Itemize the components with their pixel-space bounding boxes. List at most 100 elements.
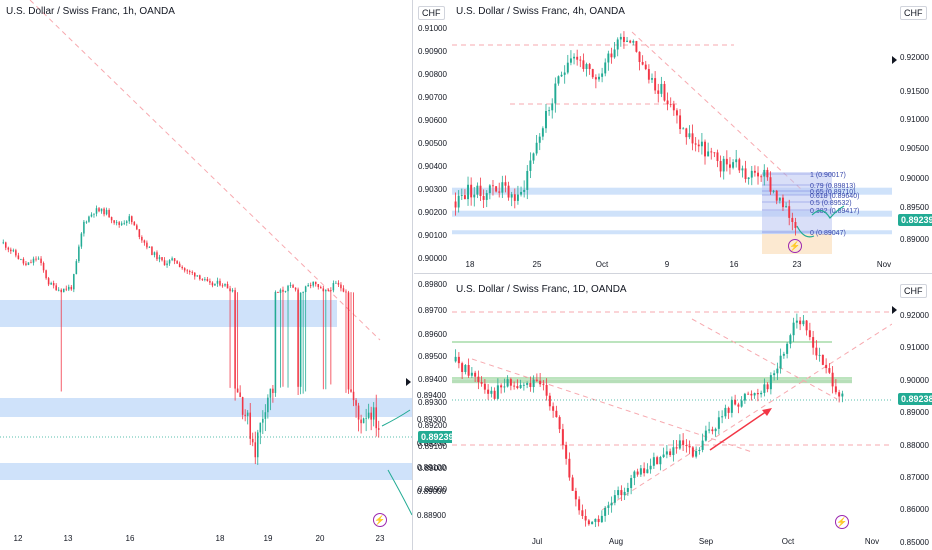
currency-badge-4h[interactable]: CHF [418, 6, 445, 20]
y-tick-label-4h-right: 0.90000 [900, 174, 929, 183]
x-tick-label-1h: 19 [263, 534, 273, 543]
h4-candle [738, 159, 741, 171]
price-axis-4h-left[interactable]: 0.91000 0.90900 0.90800 0.90700 0.90600 0.905… [414, 0, 452, 272]
h1-candle [115, 222, 118, 224]
h4-candle [669, 104, 672, 106]
h1-candle [73, 274, 75, 290]
support-zone-4h-1 [452, 187, 892, 195]
h4-candle [772, 190, 775, 192]
d1-candle [548, 395, 551, 407]
h1-candle [206, 279, 209, 281]
h1-candle [62, 288, 65, 293]
chart-canvas-1h[interactable] [0, 0, 412, 550]
d1-candle [792, 322, 795, 336]
h4-candle [691, 133, 694, 144]
h1-candle [128, 216, 131, 222]
chart-canvas-4h[interactable]: 1 (0.90017)0.79 (0.89813)0.65 (0.89710)0… [452, 0, 892, 272]
h1-candle [181, 266, 183, 269]
price-axis-1d-right[interactable]: 0.92000 0.91000 0.90000 0.89000 0.88000 0.870… [894, 274, 932, 547]
pane-divider-horizontal[interactable] [414, 273, 932, 274]
chart-pane-4h[interactable]: 1 (0.90017) 0.79 (0.89813) 0.65 (0.89710) 0… [452, 0, 892, 272]
d1-candle [652, 457, 655, 466]
h1-candle [330, 290, 332, 291]
h4-candle [573, 56, 576, 59]
time-axis-4h[interactable]: 18 25 Oct 9 16 23 Nov [452, 258, 892, 272]
h1-candle [183, 268, 186, 271]
chart-canvas-1d[interactable] [452, 274, 892, 536]
h1-candle [244, 414, 246, 416]
fib-label-4h: 0 (0.89047) [810, 230, 846, 237]
h1-candle [256, 432, 259, 458]
chart-pane-1d[interactable]: U.S. Dollar / Swiss Franc, 1D, OANDA ⚡ [452, 274, 892, 536]
h1-candle [282, 289, 284, 292]
lightning-icon-1d[interactable]: ⚡ [835, 515, 849, 529]
h4-candle [747, 177, 750, 180]
y-tick-label-4h: 0.90200 [418, 208, 447, 217]
h1-candle [75, 261, 78, 275]
price-axis-1h[interactable]: 0.89400 0.89300 0.89200 0.89100 0.89000 0.889… [414, 0, 450, 540]
d1-candle [795, 320, 798, 323]
d1-candle [600, 515, 603, 523]
h4-candle [548, 110, 551, 112]
price-axis-4h-right[interactable]: 0.92000 0.91500 0.91000 0.90500 0.90000 0.895… [894, 0, 932, 272]
support-zone-1h-upper [0, 300, 337, 327]
d1-candle [513, 385, 516, 387]
time-axis-1h[interactable]: 12 13 16 18 19 20 23 [0, 532, 412, 550]
projection-up-1h [381, 409, 411, 427]
h1-candle [78, 246, 80, 262]
h1-candle [249, 412, 252, 439]
h4-candle [616, 39, 619, 50]
d1-candle [643, 468, 646, 474]
h1-candle [178, 263, 181, 267]
h1-candle [302, 292, 304, 293]
h4-candle [791, 217, 794, 222]
h4-candle [551, 103, 554, 111]
d1-candle [743, 393, 746, 401]
y-tick-label-1d: 0.86000 [900, 505, 929, 515]
h4-candle [716, 152, 719, 162]
h1-candle [322, 288, 325, 292]
y-tick-label-4h: 0.90500 [418, 139, 447, 148]
time-axis-1d[interactable]: Jul Aug Sep Oct Nov [452, 536, 892, 550]
h4-candle [523, 189, 526, 192]
projection-down-4h [796, 225, 815, 238]
d1-candle [467, 365, 470, 376]
h4-candle [510, 194, 513, 198]
h1-candle [224, 284, 226, 286]
h4-candle [782, 197, 784, 208]
h1-candle [123, 222, 126, 224]
d1-candle [584, 515, 587, 521]
d1-candle [633, 471, 636, 479]
h4-candle [526, 170, 529, 190]
pane-divider-vertical[interactable] [412, 0, 413, 550]
h1-candle [342, 288, 345, 292]
d1-candle [740, 400, 743, 407]
h1-candle [307, 285, 309, 287]
d1-candle [587, 520, 590, 525]
h1-candle [90, 214, 93, 217]
d1-candle [542, 384, 545, 386]
trendline-dashed-1d-b [601, 323, 892, 511]
fib-label-4h: 0.65 (0.89710) [810, 189, 856, 196]
lightning-icon-4h[interactable]: ⚡ [788, 239, 802, 253]
price-axis-1d-left[interactable]: 0.89800 0.89700 0.89600 0.89500 0.89400 0.893… [414, 274, 452, 536]
d1-candle [493, 390, 496, 399]
h4-candle [582, 60, 585, 69]
currency-badge-4h-right[interactable]: CHF [900, 6, 927, 20]
h4-candle [769, 177, 772, 192]
h4-candle [622, 36, 625, 42]
d1-candle [734, 399, 737, 405]
h4-candle [604, 62, 607, 74]
h1-candle [309, 285, 312, 286]
d1-candle [545, 384, 548, 396]
d1-candle [841, 393, 844, 397]
projection-up-4h [811, 205, 845, 220]
chart-pane-1h[interactable]: U.S. Dollar / Swiss Franc, 1h, OANDA 0.8… [0, 0, 412, 550]
h1-candle [279, 289, 282, 293]
d1-candle [730, 399, 733, 413]
h1-candle [35, 258, 37, 260]
h1-candle [85, 221, 88, 223]
h1-candle [83, 221, 85, 234]
currency-badge-1d[interactable]: CHF [900, 284, 927, 298]
lightning-icon-1h[interactable]: ⚡ [373, 513, 387, 527]
